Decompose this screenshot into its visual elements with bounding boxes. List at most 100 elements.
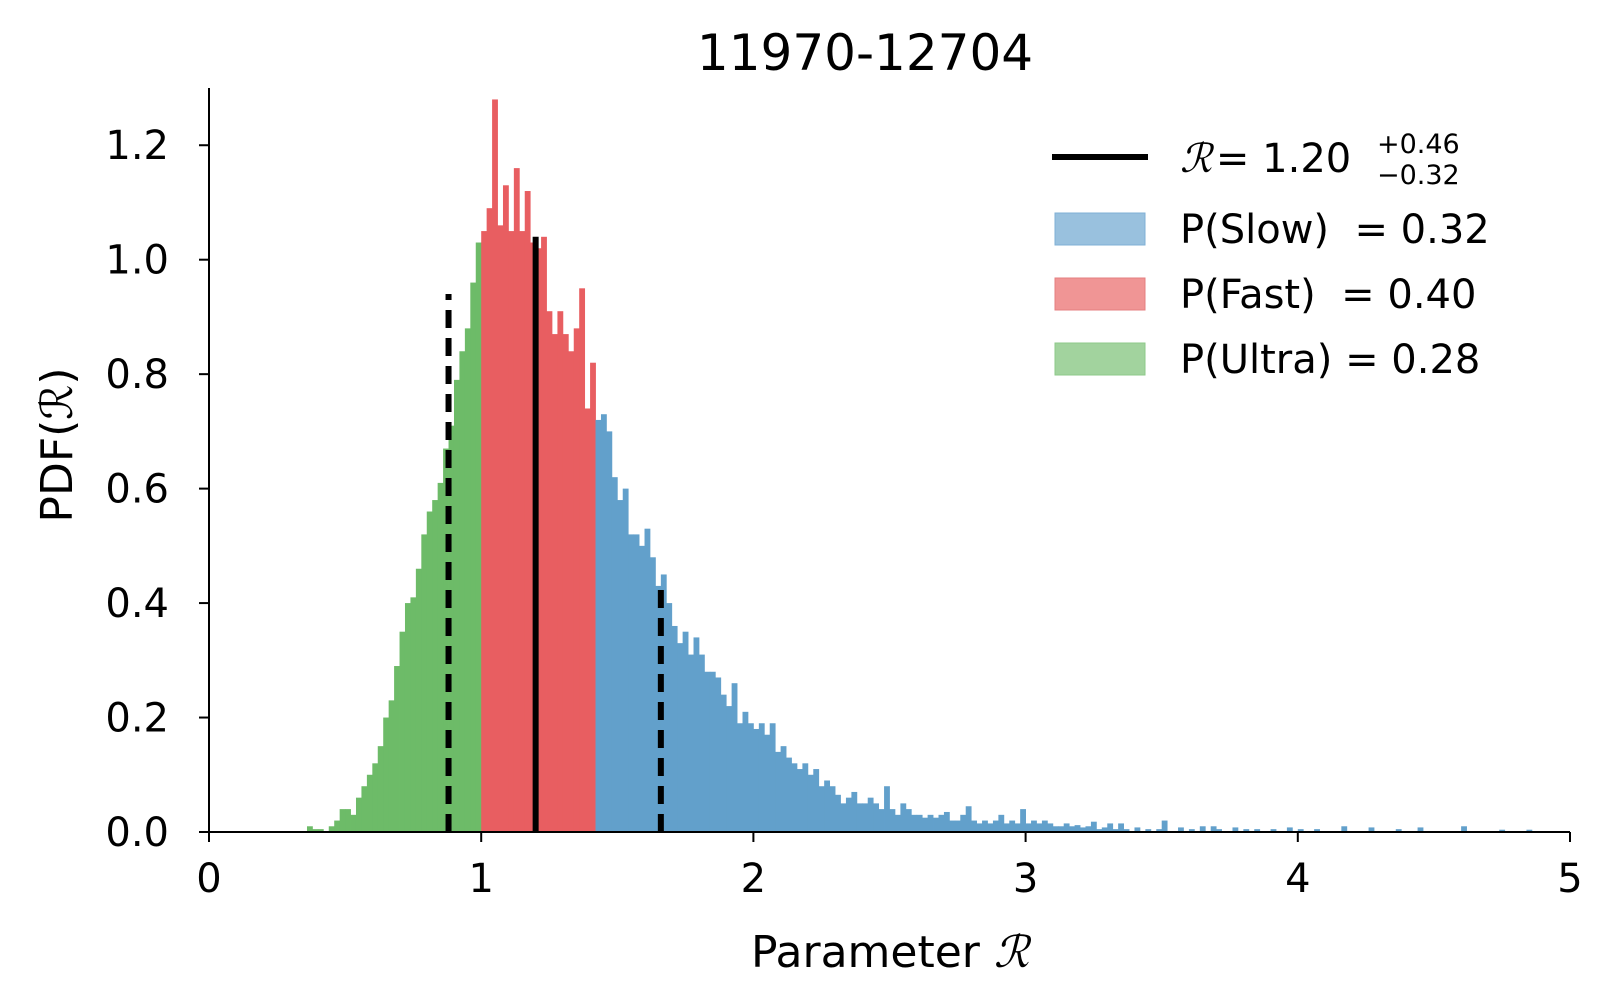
- histogram-bar: [1047, 823, 1053, 832]
- histogram-bar: [1036, 823, 1042, 832]
- histogram-bar: [743, 712, 749, 832]
- y-tick-label: 0.8: [105, 352, 169, 398]
- histogram-bar: [694, 637, 700, 832]
- histogram-bar: [993, 821, 999, 832]
- histogram-bar: [1026, 823, 1032, 832]
- legend-ultra-swatch: [1055, 343, 1145, 375]
- histogram-bar: [802, 763, 808, 832]
- legend-slow-label: P(Slow) = 0.32: [1180, 207, 1490, 253]
- histogram-bar: [1118, 823, 1124, 832]
- histogram-bar: [470, 283, 476, 832]
- histogram-bar: [552, 334, 558, 832]
- histogram-bar: [753, 729, 759, 832]
- histogram-bar: [775, 752, 781, 832]
- histogram-bar: [895, 815, 901, 832]
- legend-fast-label: P(Fast) = 0.40: [1180, 272, 1476, 318]
- histogram-bar: [383, 718, 389, 832]
- histogram-bar: [476, 243, 482, 832]
- histogram-bar: [906, 809, 912, 832]
- histogram-bar: [612, 477, 618, 832]
- legend-median-label: ℛ = 1.20: [1180, 136, 1351, 182]
- histogram-bar: [1004, 823, 1010, 832]
- histogram-bar: [563, 334, 569, 832]
- histogram-bar: [1009, 821, 1015, 832]
- y-tick-label: 0.4: [105, 581, 169, 627]
- histogram-bar: [400, 632, 406, 832]
- legend-slow-swatch: [1055, 213, 1145, 245]
- y-tick-label: 0.0: [105, 810, 169, 856]
- histogram-bar: [590, 363, 596, 832]
- y-axis-label: PDF(ℛ): [32, 367, 83, 522]
- y-tick-label: 0.2: [105, 696, 169, 742]
- histogram-bar: [851, 792, 857, 832]
- histogram-bar: [900, 803, 906, 832]
- legend-ultra-label: P(Ultra) = 0.28: [1180, 337, 1480, 383]
- histogram-bar: [1020, 809, 1026, 832]
- histogram-bar: [568, 351, 574, 832]
- histogram-bar: [519, 231, 525, 832]
- histogram-bar: [960, 815, 966, 832]
- x-tick-label: 3: [1013, 856, 1038, 902]
- histogram-bar: [454, 380, 460, 832]
- histogram-bar: [1075, 825, 1081, 832]
- x-tick-label: 2: [741, 856, 766, 902]
- histogram-bar: [928, 815, 934, 832]
- histogram-bar: [372, 763, 378, 832]
- histogram-bar: [394, 666, 400, 832]
- histogram-bar: [514, 168, 520, 832]
- histogram-bar: [650, 557, 656, 832]
- histogram-bar: [601, 414, 607, 832]
- histogram-bar: [868, 798, 874, 832]
- histogram-bar: [873, 803, 879, 832]
- histogram-bar: [367, 775, 373, 832]
- histogram-bar: [541, 237, 547, 832]
- histogram-bar: [890, 809, 896, 832]
- histogram-bar: [699, 655, 705, 832]
- y-tick-label: 0.6: [105, 467, 169, 513]
- histogram-bar: [764, 735, 770, 832]
- y-tick-label: 1.2: [105, 123, 169, 169]
- histogram-bar: [748, 723, 754, 832]
- histogram-bar: [459, 351, 465, 832]
- histogram-bar: [944, 812, 950, 832]
- histogram-bar: [421, 534, 427, 832]
- y-tick-label: 1.0: [105, 238, 169, 284]
- histogram-bar: [378, 746, 384, 832]
- histogram-bar: [922, 818, 928, 832]
- histogram-bar: [465, 328, 471, 832]
- histogram-bar: [508, 231, 514, 832]
- histogram-bar: [949, 821, 955, 832]
- histogram-bar: [1064, 823, 1070, 832]
- histogram-bar: [427, 512, 433, 832]
- histogram-bar: [481, 231, 487, 832]
- x-axis-label-text: Parameter: [751, 927, 981, 978]
- legend-r-symbol: ℛ: [1180, 136, 1215, 182]
- histogram-bar: [977, 823, 983, 832]
- histogram-bar: [432, 500, 438, 832]
- histogram-bar: [835, 795, 841, 832]
- legend-fast-swatch: [1055, 278, 1145, 310]
- histogram-bar: [710, 672, 716, 832]
- histogram-bar: [824, 780, 830, 832]
- histogram-bar: [830, 786, 836, 832]
- histogram-bar: [786, 758, 792, 832]
- histogram-bar: [389, 700, 395, 832]
- histogram-bar: [645, 529, 651, 832]
- histogram-bar: [808, 775, 814, 832]
- histogram-bar: [966, 806, 972, 832]
- histogram-bar: [438, 483, 444, 832]
- histogram-bar: [732, 683, 738, 832]
- x-tick-label: 1: [468, 856, 493, 902]
- histogram-bar: [617, 500, 623, 832]
- legend-median-value: = 1.20: [1216, 136, 1351, 182]
- legend-median-sub: −0.32: [1377, 160, 1460, 191]
- histogram-bar: [345, 809, 351, 832]
- histogram-bar: [939, 815, 945, 832]
- histogram-bar: [498, 225, 504, 832]
- histogram-bar: [911, 815, 917, 832]
- histogram-bar: [683, 632, 689, 832]
- histogram-bar: [579, 288, 585, 832]
- histogram-bar: [1091, 822, 1097, 832]
- histogram-bar: [606, 431, 612, 832]
